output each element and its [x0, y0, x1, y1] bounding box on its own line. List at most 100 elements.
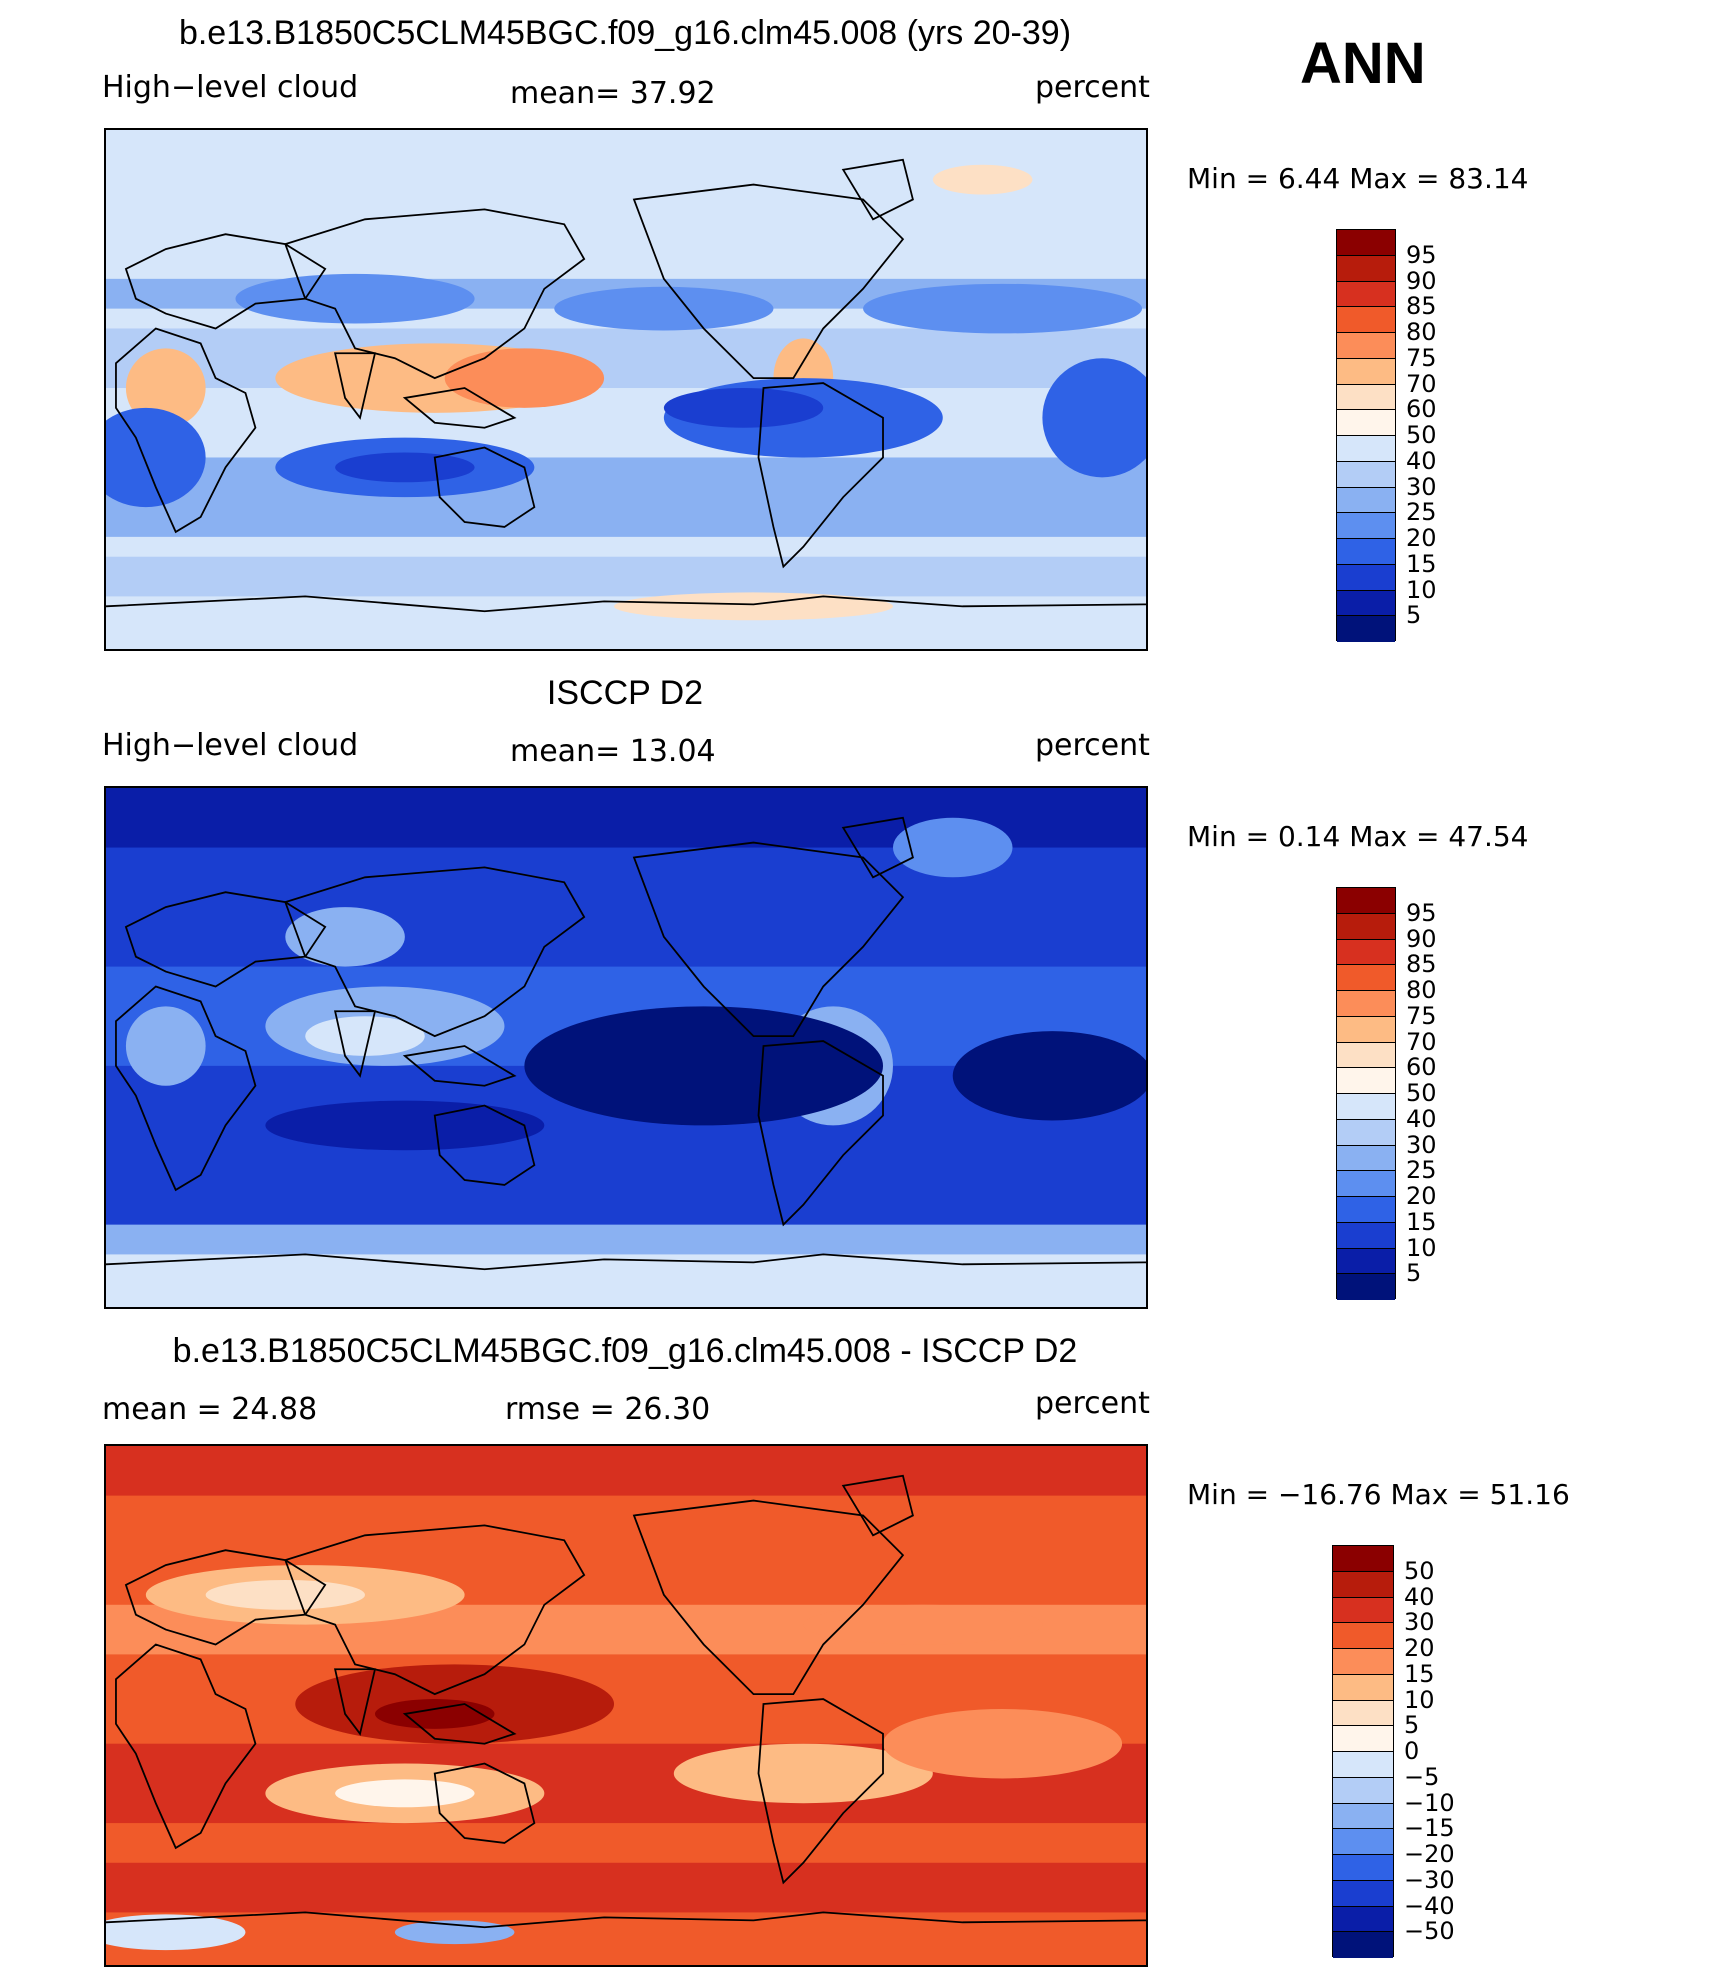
coastline [632, 841, 905, 1037]
colorbar-tick-label: 60 [1406, 1053, 1437, 1082]
colorbar-tick-label: 5 [1406, 1259, 1422, 1288]
colorbar-swatch [1337, 1274, 1395, 1300]
panel-3-rmse: rmse = 26.30 [505, 1392, 711, 1427]
coastline [632, 1499, 905, 1695]
contour-region [932, 164, 1033, 195]
colorbar-tick-label: 75 [1406, 1001, 1437, 1030]
colorbar-swatch [1337, 358, 1395, 385]
colorbar-tick-label: 10 [1404, 1685, 1435, 1714]
coastline [115, 1643, 257, 1850]
panel-2-colorbar [1336, 887, 1396, 1300]
colorbar-swatch [1337, 1016, 1395, 1043]
contour-region [952, 1031, 1146, 1121]
contour-region [892, 817, 1013, 878]
colorbar-swatch [1337, 539, 1395, 565]
colorbar-swatch [1337, 1248, 1395, 1275]
colorbar-tick-label: 50 [1406, 1079, 1437, 1107]
colorbar-tick-label: 15 [1404, 1659, 1435, 1688]
colorbar-swatch [1333, 1546, 1393, 1572]
contour-region [394, 1920, 515, 1945]
colorbar-swatch [1337, 255, 1395, 282]
colorbar-tick-label: 60 [1406, 395, 1437, 424]
colorbar-tick-label: 75 [1406, 343, 1437, 372]
colorbar-tick-label: 5 [1404, 1711, 1420, 1740]
colorbar-swatch [1337, 307, 1395, 333]
contour-region [1042, 358, 1146, 478]
coastline [402, 1703, 517, 1745]
season-label: ANN [1300, 31, 1426, 96]
colorbar-tick-label: 40 [1406, 446, 1437, 475]
contour-region [524, 1006, 884, 1126]
colorbar-tick-label: 30 [1406, 472, 1437, 501]
colorbar-swatch [1337, 965, 1395, 991]
colorbar-tick-label: 50 [1406, 421, 1437, 449]
coastline [757, 1698, 884, 1885]
colorbar-tick-label: 25 [1406, 498, 1437, 527]
colorbar-tick-label: 30 [1404, 1608, 1435, 1637]
contour-region [335, 1779, 475, 1808]
colorbar-swatch [1337, 616, 1395, 642]
colorbar-swatch [1333, 1597, 1393, 1624]
coastline [433, 1762, 536, 1844]
colorbar-swatch [1337, 436, 1395, 462]
colorbar-swatch [1333, 1752, 1393, 1778]
contour-region [374, 1699, 495, 1729]
colorbar-tick-label: 20 [1406, 524, 1437, 552]
contour-band [106, 1254, 1146, 1307]
contour-band [106, 457, 1146, 537]
colorbar-swatch [1337, 1068, 1395, 1094]
panel-2-minmax: Min = 0.14 Max = 47.54 [1187, 820, 1529, 853]
colorbar-tick-label: 90 [1406, 924, 1437, 953]
contour-region [614, 592, 893, 621]
contour-region [235, 273, 475, 324]
contour-band [106, 1446, 1146, 1496]
contour-band [106, 556, 1146, 597]
panel-2-colorbar-labels: 95 90 85 80 75 70 60 50 40 30 25 20 15 10 5 [1406, 887, 1486, 1299]
contour-region [883, 1708, 1123, 1779]
colorbar-swatch [1333, 1674, 1393, 1701]
colorbar-swatch [1337, 888, 1395, 914]
contour-region [863, 283, 1143, 334]
coastline [115, 327, 257, 534]
colorbar-swatch [1337, 1042, 1395, 1069]
colorbar-tick-label: 90 [1406, 266, 1437, 295]
colorbar-tick-label: 0 [1404, 1737, 1420, 1765]
colorbar-swatch [1333, 1571, 1393, 1598]
colorbar-swatch [1337, 230, 1395, 256]
colorbar-swatch [1333, 1803, 1393, 1830]
colorbar-tick-label: 70 [1406, 369, 1437, 398]
panel-1-variable: High−level cloud [102, 70, 359, 105]
colorbar-tick-label: −15 [1404, 1814, 1455, 1843]
colorbar-tick-label: 70 [1406, 1027, 1437, 1056]
colorbar-tick-label: 85 [1406, 292, 1437, 321]
colorbar-swatch [1337, 1222, 1395, 1249]
colorbar-tick-label: 40 [1404, 1582, 1435, 1611]
colorbar-swatch [1337, 991, 1395, 1017]
colorbar-swatch [1333, 1623, 1393, 1649]
colorbar-tick-label: 80 [1406, 318, 1437, 346]
coastline [433, 1104, 536, 1186]
coastline [334, 1668, 377, 1736]
colorbar-tick-label: 10 [1406, 575, 1437, 604]
contour-region [106, 1914, 246, 1951]
colorbar-swatch [1333, 1829, 1393, 1855]
panel-2-units: percent [1035, 728, 1150, 763]
colorbar-swatch [1337, 564, 1395, 591]
coastline [106, 1911, 1146, 1929]
contour-band [106, 1862, 1146, 1913]
coastline [284, 208, 586, 380]
panel-3-units: percent [1035, 1386, 1150, 1421]
colorbar-tick-label: 30 [1406, 1130, 1437, 1159]
contour-region [285, 907, 405, 967]
colorbar-swatch [1337, 513, 1395, 539]
colorbar-swatch [1333, 1932, 1393, 1958]
coastline [841, 1474, 914, 1537]
coastline [632, 183, 905, 379]
contour-region [106, 407, 206, 508]
coastline [757, 1040, 884, 1227]
colorbar-tick-label: 20 [1404, 1634, 1435, 1662]
colorbar-swatch [1337, 410, 1395, 436]
contour-region [305, 1016, 425, 1056]
colorbar-tick-label: −40 [1404, 1891, 1455, 1920]
coastline [402, 387, 517, 429]
